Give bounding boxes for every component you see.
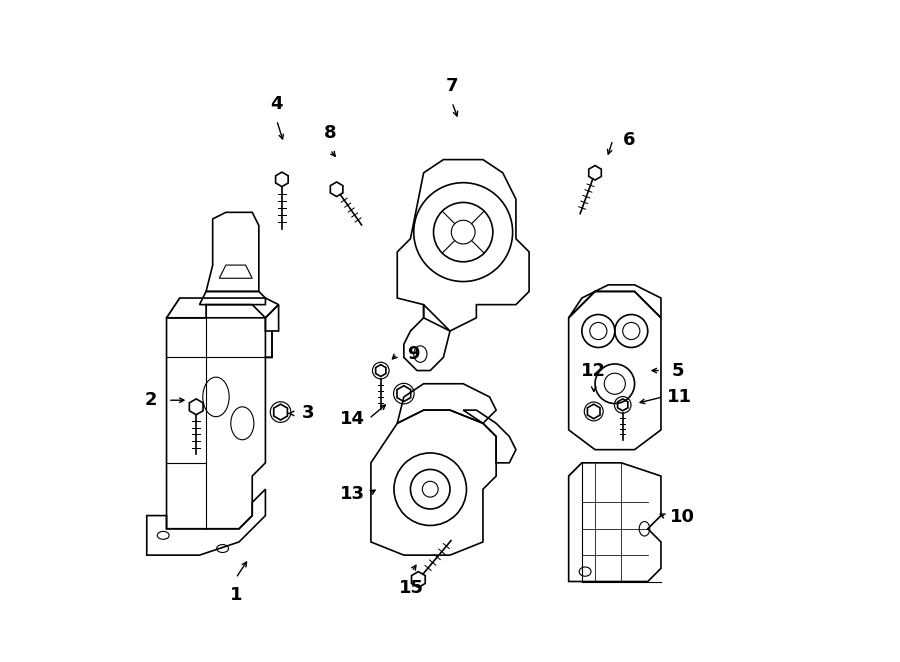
Text: 5: 5 — [671, 361, 684, 379]
Text: 15: 15 — [400, 579, 424, 597]
Text: 3: 3 — [302, 404, 314, 422]
Text: 9: 9 — [408, 345, 420, 363]
Text: 2: 2 — [145, 391, 158, 409]
Text: 7: 7 — [446, 77, 458, 95]
Text: 10: 10 — [670, 508, 695, 526]
Text: 6: 6 — [623, 131, 635, 149]
Text: 14: 14 — [340, 410, 364, 428]
Text: 12: 12 — [581, 361, 607, 379]
Text: 1: 1 — [230, 586, 242, 604]
Text: 11: 11 — [667, 388, 692, 406]
Text: 13: 13 — [340, 485, 364, 503]
Text: 8: 8 — [324, 124, 337, 142]
Text: 4: 4 — [270, 95, 283, 113]
